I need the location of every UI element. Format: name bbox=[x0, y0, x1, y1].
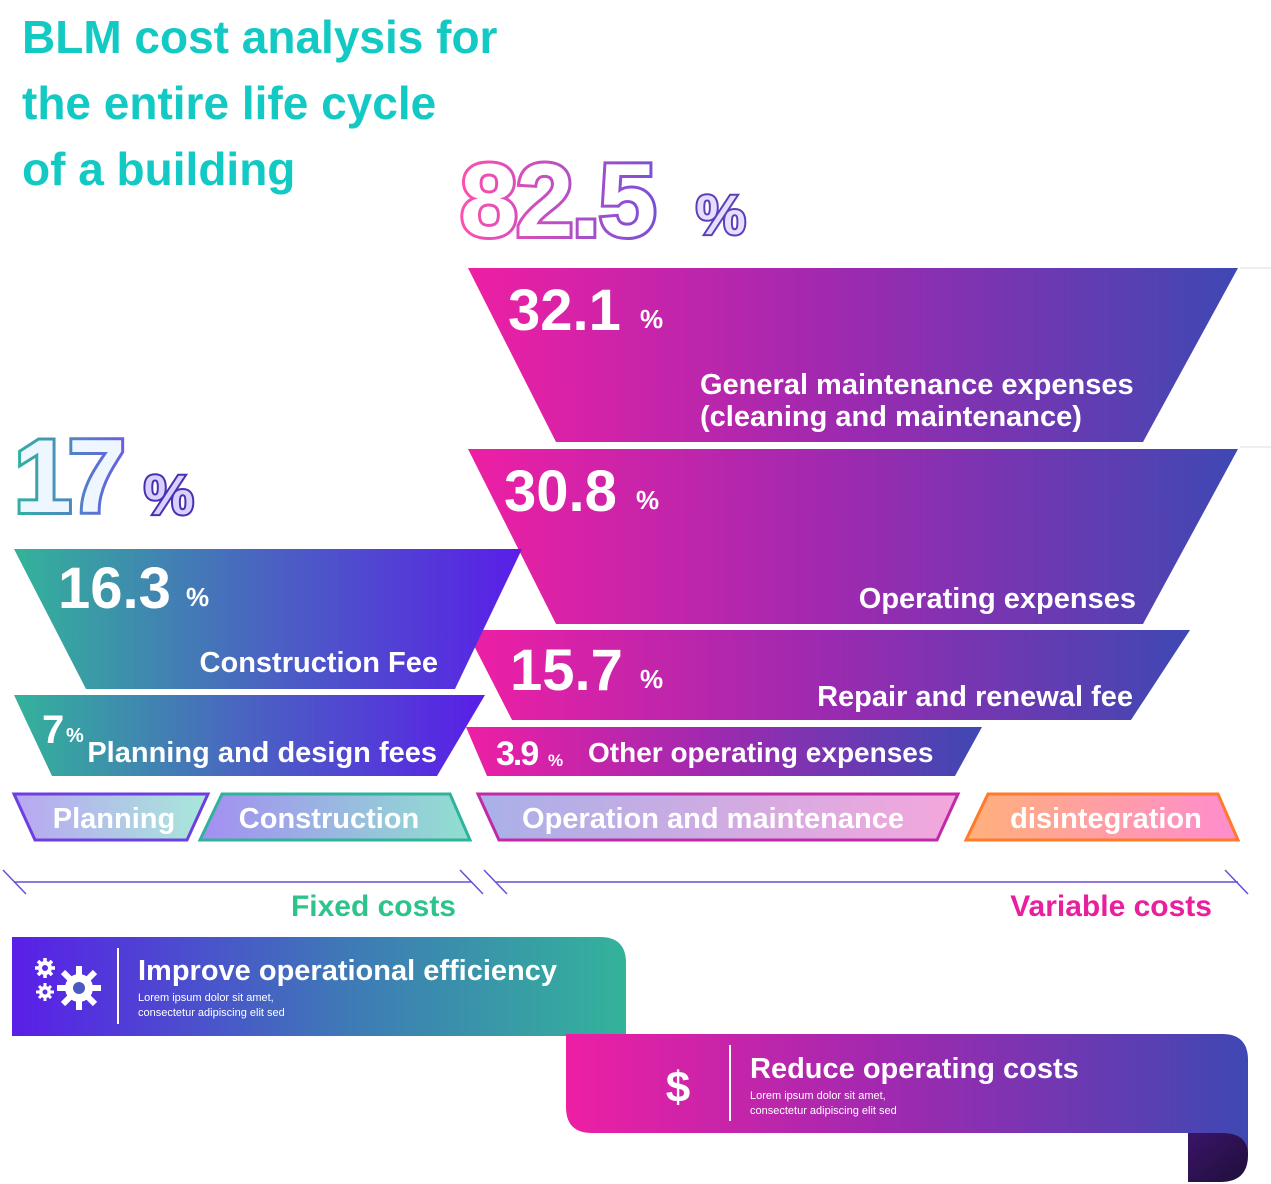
banner-improve-efficiency-title: Improve operational efficiency bbox=[138, 955, 557, 987]
segment-repair-renewal-label: Repair and renewal fee bbox=[817, 681, 1133, 713]
segment-repair-renewal-unit: % bbox=[640, 664, 663, 694]
segment-general-maintenance-value: 32.1 bbox=[508, 278, 621, 343]
phase-operation-maintenance bbox=[475, 792, 961, 842]
segment-other-operating bbox=[466, 727, 982, 776]
segment-construction-fee bbox=[14, 549, 522, 689]
gears-icon bbox=[35, 958, 101, 1010]
segment-general-maintenance-label-2: (cleaning and maintenance) bbox=[700, 401, 1082, 433]
segment-operating-value: 30.8 bbox=[504, 459, 617, 524]
dollar-icon: $ bbox=[666, 1063, 690, 1112]
fixed-total-unit: % bbox=[144, 463, 194, 526]
segment-operating-label: Operating expenses bbox=[859, 583, 1136, 615]
banner-improve-efficiency-desc-2: consectetur adipiscing elit sed bbox=[138, 1007, 285, 1019]
banner-improve-efficiency-desc-1: Lorem ipsum dolor sit amet, bbox=[138, 992, 274, 1004]
fixed-costs-bracket bbox=[2, 869, 484, 895]
title-line-2: the entire life cycle bbox=[22, 77, 437, 129]
variable-costs-bracket bbox=[483, 869, 1249, 895]
segment-planning-design bbox=[14, 695, 485, 776]
variable-total-value: 82.5 bbox=[460, 143, 654, 259]
segment-other-operating-value: 3.9 bbox=[496, 735, 538, 773]
title-line-3: of a building bbox=[22, 143, 296, 195]
variable-total: 82.5 % bbox=[457, 140, 748, 262]
banner-improve-efficiency: Improve operational efficiency Lorem ips… bbox=[12, 937, 626, 1086]
segment-construction-fee-unit: % bbox=[186, 582, 209, 612]
segment-planning-design-label: Planning and design fees bbox=[87, 737, 437, 769]
title-line-1: BLM cost analysis for bbox=[22, 11, 498, 63]
fixed-total: 17 % bbox=[11, 416, 196, 538]
banner-reduce-costs: $ Reduce operating costs Lorem ipsum dol… bbox=[566, 1034, 1248, 1182]
phase-operation-maintenance-label: Operation and maintenance bbox=[522, 803, 904, 835]
segment-planning-design-value: 7 bbox=[42, 708, 64, 752]
phase-disintegration bbox=[963, 792, 1241, 842]
variable-total-unit: % bbox=[696, 183, 746, 246]
segment-operating-unit: % bbox=[636, 485, 659, 515]
phase-construction bbox=[197, 792, 473, 842]
phase-planning bbox=[11, 792, 211, 842]
segment-operating bbox=[468, 449, 1238, 624]
segment-construction-fee-value: 16.3 bbox=[58, 556, 171, 621]
segment-general-maintenance bbox=[468, 268, 1238, 442]
variable-costs-label: Variable costs bbox=[1010, 890, 1212, 923]
phase-planning-label: Planning bbox=[53, 803, 175, 835]
segment-general-maintenance-label-1: General maintenance expenses bbox=[700, 369, 1134, 401]
banner-reduce-costs-title: Reduce operating costs bbox=[750, 1053, 1079, 1085]
fixed-total-value: 17 bbox=[14, 419, 122, 535]
banner-reduce-costs-desc-2: consectetur adipiscing elit sed bbox=[750, 1105, 897, 1117]
page-title: BLM cost analysis for the entire life cy… bbox=[22, 4, 582, 202]
segment-repair-renewal bbox=[466, 630, 1190, 720]
segment-construction-fee-label: Construction Fee bbox=[200, 647, 438, 679]
banner-reduce-costs-desc-1: Lorem ipsum dolor sit amet, bbox=[750, 1090, 886, 1102]
phase-construction-label: Construction bbox=[239, 803, 419, 835]
segment-general-maintenance-unit: % bbox=[640, 304, 663, 334]
phase-disintegration-label: disintegration bbox=[1010, 803, 1202, 835]
segment-other-operating-label: Other operating expenses bbox=[588, 737, 933, 768]
segment-repair-renewal-value: 15.7 bbox=[510, 638, 623, 703]
segment-other-operating-unit: % bbox=[548, 751, 563, 770]
segment-planning-design-unit: % bbox=[66, 725, 84, 747]
banner-fold bbox=[1188, 1133, 1248, 1182]
fixed-costs-label: Fixed costs bbox=[291, 890, 456, 923]
